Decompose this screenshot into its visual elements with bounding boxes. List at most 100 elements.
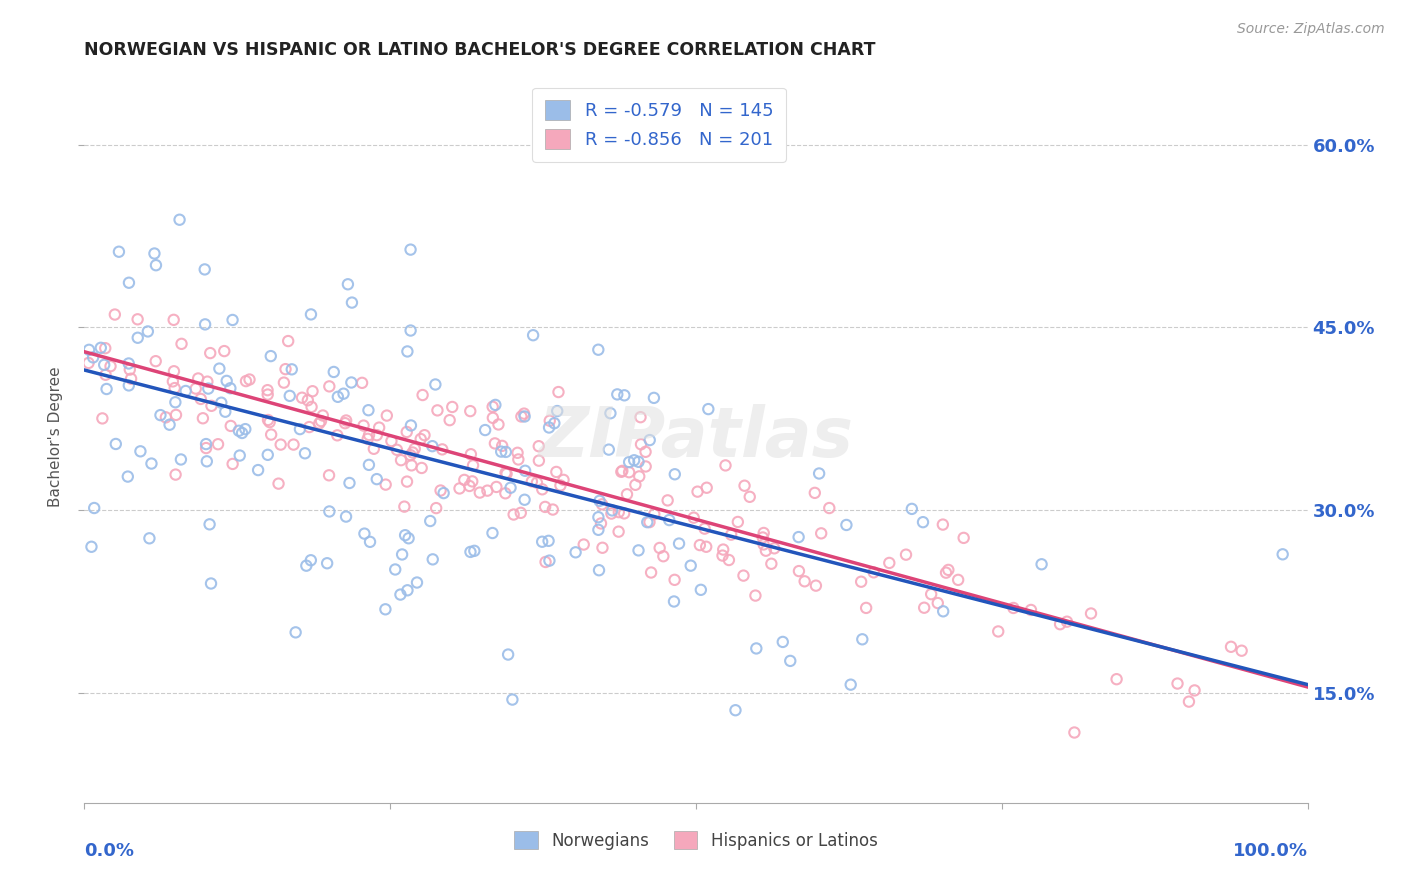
Point <box>761 557 783 571</box>
Point <box>195 437 218 451</box>
Point <box>839 678 862 692</box>
Point <box>628 469 651 483</box>
Point <box>932 604 955 618</box>
Point <box>394 528 416 542</box>
Point <box>481 526 503 541</box>
Point <box>155 410 177 425</box>
Legend: Norwegians, Hispanics or Latinos: Norwegians, Hispanics or Latinos <box>508 824 884 856</box>
Point <box>267 476 290 491</box>
Point <box>936 563 959 577</box>
Point <box>299 307 322 321</box>
Point <box>384 562 406 576</box>
Point <box>395 475 418 489</box>
Point <box>1105 672 1128 686</box>
Point <box>297 393 319 408</box>
Point <box>572 537 595 551</box>
Point <box>259 415 281 429</box>
Point <box>368 420 391 434</box>
Point <box>141 457 163 471</box>
Point <box>380 434 402 448</box>
Point <box>689 582 711 597</box>
Point <box>588 343 610 357</box>
Point <box>534 555 557 569</box>
Point <box>340 376 363 390</box>
Point <box>679 558 702 573</box>
Point <box>460 545 482 559</box>
Point <box>402 445 425 459</box>
Point <box>301 384 323 399</box>
Point <box>1178 695 1201 709</box>
Point <box>617 465 640 479</box>
Point <box>682 510 704 524</box>
Point <box>318 468 340 483</box>
Point <box>484 436 506 450</box>
Point <box>366 472 388 486</box>
Point <box>374 477 396 491</box>
Point <box>527 439 550 453</box>
Point <box>1271 547 1294 561</box>
Point <box>745 641 768 656</box>
Point <box>531 483 554 497</box>
Point <box>818 501 841 516</box>
Point <box>546 465 568 479</box>
Point <box>422 552 444 566</box>
Point <box>318 379 340 393</box>
Point <box>145 258 167 272</box>
Text: NORWEGIAN VS HISPANIC OR LATINO BACHELOR'S DEGREE CORRELATION CHART: NORWEGIAN VS HISPANIC OR LATINO BACHELOR… <box>84 41 876 59</box>
Point <box>717 553 740 567</box>
Point <box>449 482 471 496</box>
Point <box>200 399 222 413</box>
Point <box>617 455 640 469</box>
Point <box>508 452 530 467</box>
Point <box>734 479 756 493</box>
Point <box>274 362 297 376</box>
Point <box>607 524 630 539</box>
Point <box>808 467 831 481</box>
Point <box>772 635 794 649</box>
Point <box>195 375 218 389</box>
Point <box>357 432 380 446</box>
Point <box>187 371 209 385</box>
Point <box>93 358 115 372</box>
Point <box>607 505 630 519</box>
Point <box>589 516 612 531</box>
Point <box>335 413 357 427</box>
Point <box>308 417 330 431</box>
Point <box>100 359 122 374</box>
Point <box>494 486 516 500</box>
Point <box>419 514 441 528</box>
Point <box>385 442 408 457</box>
Point <box>214 344 236 359</box>
Point <box>120 372 142 386</box>
Point <box>295 558 318 573</box>
Point <box>316 556 339 570</box>
Point <box>432 442 454 457</box>
Point <box>461 458 484 473</box>
Point <box>163 313 186 327</box>
Point <box>1019 603 1042 617</box>
Point <box>163 381 186 395</box>
Point <box>396 583 419 598</box>
Point <box>489 444 512 458</box>
Point <box>664 573 686 587</box>
Point <box>96 382 118 396</box>
Point <box>901 501 924 516</box>
Point <box>1080 607 1102 621</box>
Point <box>138 531 160 545</box>
Point <box>752 525 775 540</box>
Point <box>606 387 628 401</box>
Point <box>363 442 385 456</box>
Point <box>538 420 561 434</box>
Point <box>634 459 657 474</box>
Text: Source: ZipAtlas.com: Source: ZipAtlas.com <box>1237 22 1385 37</box>
Point <box>527 453 550 467</box>
Point <box>711 549 734 563</box>
Point <box>401 458 423 473</box>
Point <box>413 428 436 442</box>
Point <box>627 543 650 558</box>
Point <box>215 374 238 388</box>
Point <box>1049 617 1071 632</box>
Point <box>283 437 305 451</box>
Point <box>198 517 221 532</box>
Point <box>461 475 484 489</box>
